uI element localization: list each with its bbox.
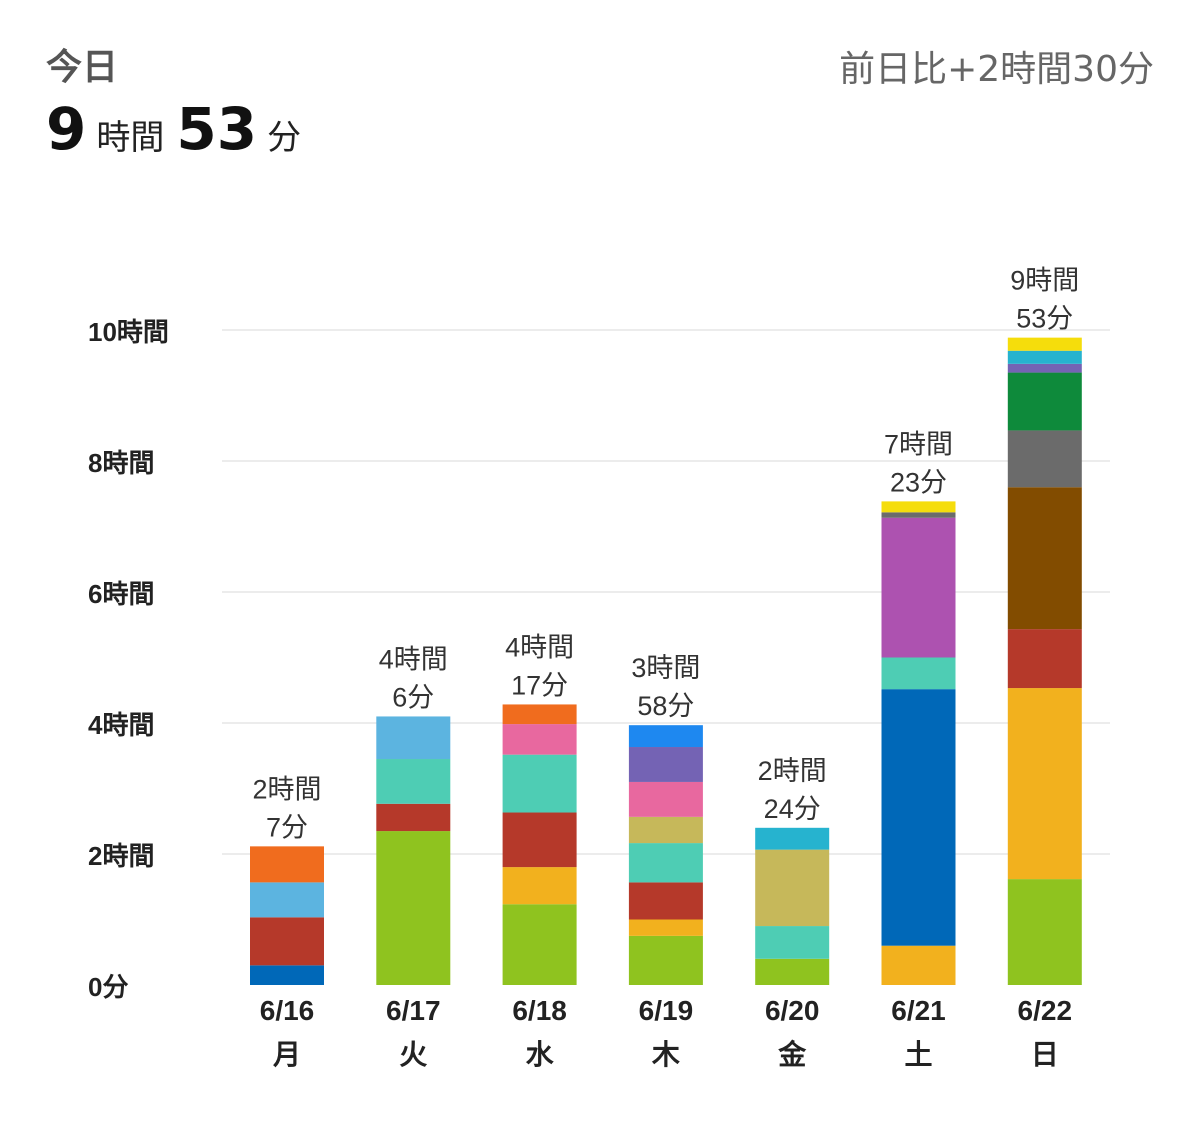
y-tick-label: 10時間 — [88, 317, 169, 347]
total-minutes-unit: 分 — [267, 118, 302, 158]
bar-total-label: 53分 — [1016, 304, 1073, 334]
x-date-label: 6/22 — [1018, 995, 1073, 1026]
bar-segment — [376, 831, 451, 985]
compare-previous-day: 前日比+2時間30分 — [839, 49, 1154, 90]
bar-total-label: 23分 — [890, 467, 947, 497]
bar-segment — [628, 747, 703, 782]
bar-segment — [755, 849, 830, 927]
x-date-label: 6/16 — [260, 995, 315, 1026]
page-title: 今日 — [46, 47, 119, 88]
bar-segment — [755, 958, 830, 985]
x-weekday-label: 土 — [904, 1039, 932, 1070]
bar-segment — [502, 812, 577, 868]
x-weekday-label: 火 — [399, 1039, 427, 1070]
bar-total-label: 2時間 — [758, 756, 827, 786]
bar-segment — [881, 517, 956, 658]
bar-total-label: 24分 — [764, 794, 821, 824]
bar-segment — [881, 945, 956, 985]
total-hours: 9 — [46, 95, 87, 163]
bar-segment — [881, 501, 956, 513]
x-date-label: 6/20 — [765, 995, 820, 1026]
bar-total-label: 6分 — [392, 682, 434, 712]
bar-segment — [755, 827, 830, 850]
bar-segment — [1007, 350, 1082, 364]
bar-segment — [1007, 629, 1082, 689]
bar-total-label: 9時間 — [1010, 266, 1079, 296]
bar-segment — [628, 882, 703, 920]
bar-segment — [881, 657, 956, 690]
bar-segment — [628, 781, 703, 817]
bar-total-label: 17分 — [511, 670, 568, 700]
bar-segment — [250, 965, 324, 985]
bar-segment — [628, 725, 703, 748]
bar-total-label: 2時間 — [252, 774, 321, 804]
bar-segment — [628, 919, 703, 936]
x-weekday-label: 金 — [777, 1038, 807, 1070]
y-tick-label: 6時間 — [88, 579, 154, 609]
bar-total-label: 3時間 — [631, 653, 700, 683]
bar-total-label: 4時間 — [505, 632, 574, 662]
x-weekday-label: 木 — [651, 1039, 680, 1070]
bar-segment — [1007, 487, 1082, 630]
bar-segment — [755, 926, 830, 959]
bar-segment — [502, 867, 577, 905]
y-tick-label: 4時間 — [88, 710, 154, 740]
x-weekday-label: 月 — [272, 1039, 301, 1070]
bar-segment — [628, 816, 703, 844]
bar-segment — [1007, 879, 1082, 985]
y-tick-label: 2時間 — [88, 841, 154, 871]
x-weekday-label: 水 — [526, 1039, 555, 1070]
bar-segment — [1007, 688, 1082, 880]
bar-segment — [376, 716, 451, 760]
bar-segment — [881, 689, 956, 946]
total-hours-unit: 時間 — [96, 118, 165, 158]
y-tick-label: 8時間 — [88, 448, 154, 478]
bar-total-label: 58分 — [637, 691, 694, 721]
x-date-label: 6/17 — [386, 995, 441, 1026]
bar-total-label: 7分 — [266, 812, 308, 842]
bar-segment — [250, 917, 324, 966]
bar-segment — [502, 704, 577, 725]
x-date-label: 6/19 — [639, 995, 694, 1026]
bar-segment — [881, 512, 956, 518]
bar-segment — [1007, 337, 1082, 351]
bar-segment — [1007, 372, 1082, 431]
bar-segment — [250, 882, 324, 918]
bar-segment — [1007, 363, 1082, 373]
bar-total-label: 4時間 — [379, 644, 448, 674]
x-date-label: 6/18 — [512, 995, 567, 1026]
x-weekday-label: 日 — [1031, 1039, 1059, 1070]
bar-segment — [376, 759, 451, 804]
bar-segment — [502, 724, 577, 755]
x-date-label: 6/21 — [891, 995, 946, 1026]
bar-segment — [628, 843, 703, 883]
bar-segment — [628, 935, 703, 985]
total-time: 9 時間 53 分 — [46, 95, 313, 163]
bar-segment — [1007, 430, 1082, 488]
bar-segment — [376, 803, 451, 832]
total-minutes: 53 — [176, 95, 258, 163]
bar-total-label: 7時間 — [884, 429, 953, 459]
bar-segment — [250, 846, 324, 883]
bar-segment — [502, 904, 577, 985]
bar-segment — [502, 754, 577, 813]
y-tick-label: 0分 — [88, 972, 128, 1002]
